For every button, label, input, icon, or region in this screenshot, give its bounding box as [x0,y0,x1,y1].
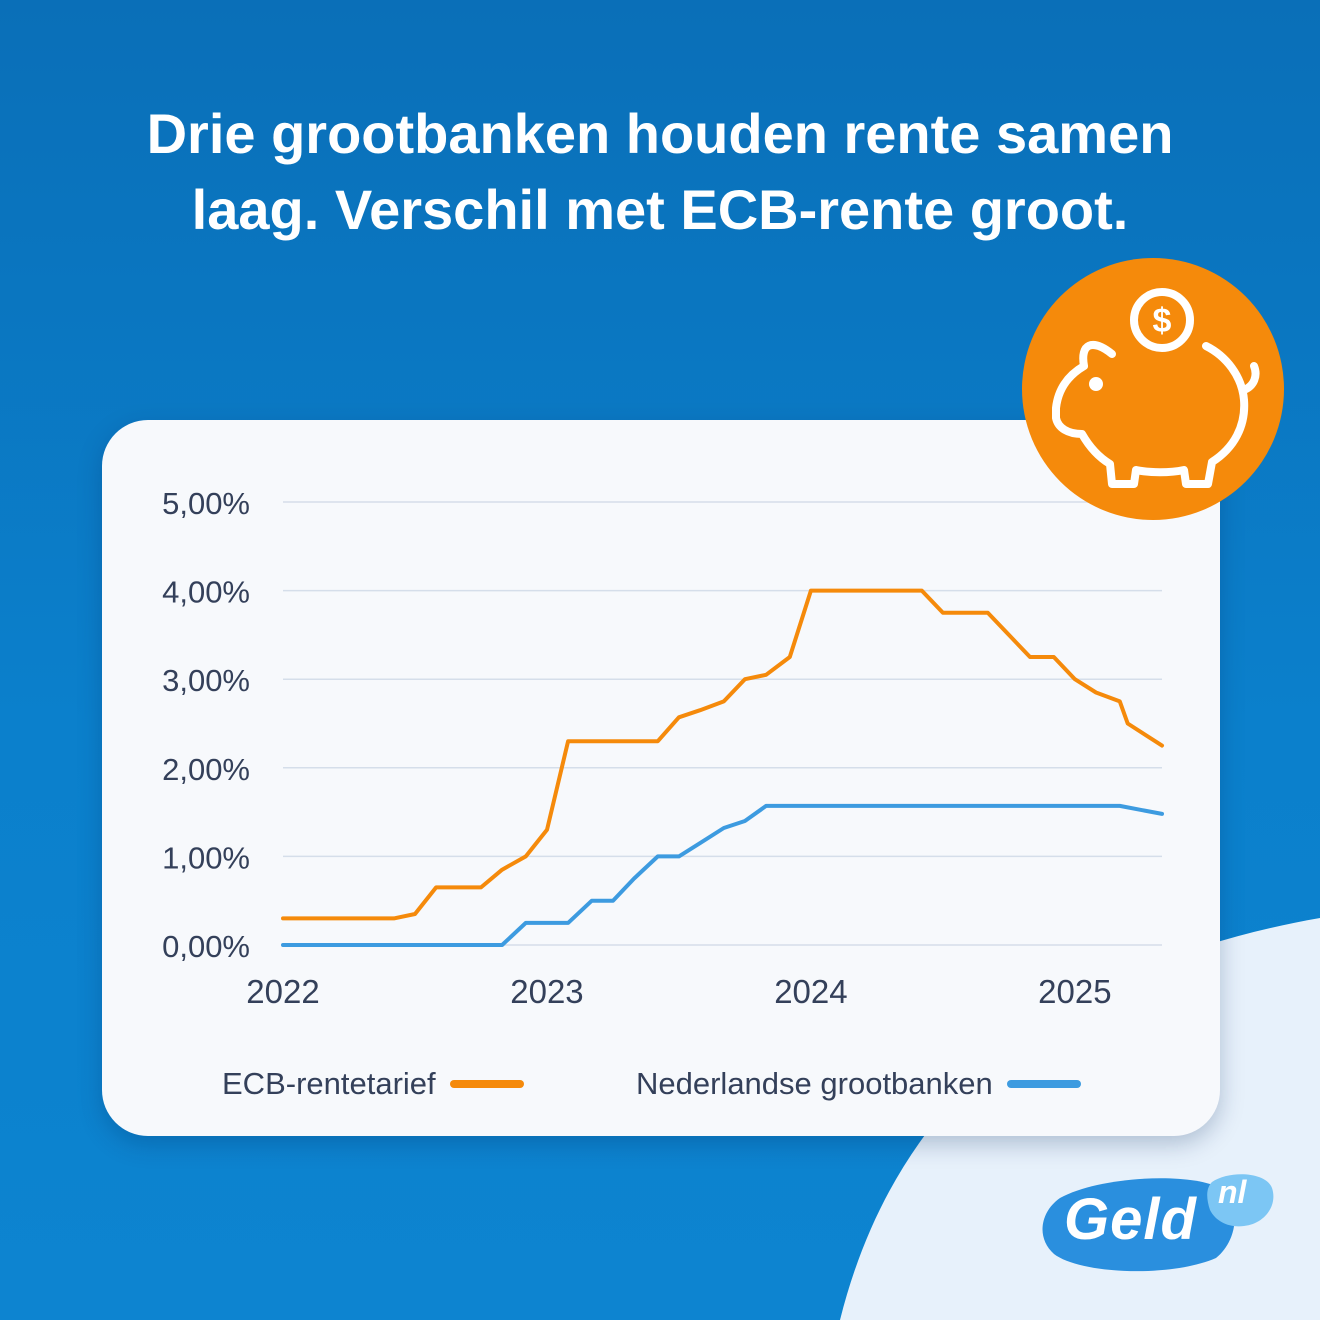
y-tick-label: 4,00% [162,575,250,610]
logo-suffix: nl [1218,1174,1247,1210]
y-tick-label: 1,00% [162,840,250,875]
x-tick-label: 2024 [774,973,847,1010]
x-tick-label: 2023 [510,973,583,1010]
legend-swatch-ecb [449,1080,524,1088]
legend-label-ecb: ECB-rentetarief [222,1066,436,1101]
chart-card [102,420,1220,1136]
y-tick-label: 2,00% [162,752,250,787]
x-tick-label: 2022 [246,973,319,1010]
y-tick-label: 3,00% [162,663,250,698]
headline-line-2: laag. Verschil met ECB-rente groot. [191,178,1129,241]
headline-line-1: Drie grootbanken houden rente samen [146,102,1174,165]
x-tick-label: 2025 [1038,973,1111,1010]
logo-shape [1042,1174,1274,1272]
dollar-coin-icon [1130,288,1194,352]
svg-text:$: $ [1153,302,1172,340]
piggy-bank-badge: $ [1022,258,1284,520]
logo-text: Geld [1064,1187,1197,1252]
piggy-bank-icon: $ [1052,288,1260,488]
y-tick-label: 5,00% [162,486,250,521]
legend-item-banks: Nederlandse grootbanken [636,1066,1081,1102]
y-tick-label: 0,00% [162,929,250,964]
headline: Drie grootbanken houden rente samen laag… [60,96,1260,248]
legend-item-ecb: ECB-rentetarief [222,1066,524,1102]
series-line-banks [281,803,1164,947]
geld-nl-logo: Geld nl [1040,1168,1280,1278]
legend-label-banks: Nederlandse grootbanken [636,1066,993,1101]
series-line-ecb [281,588,1164,921]
legend-swatch-banks [1006,1080,1081,1088]
